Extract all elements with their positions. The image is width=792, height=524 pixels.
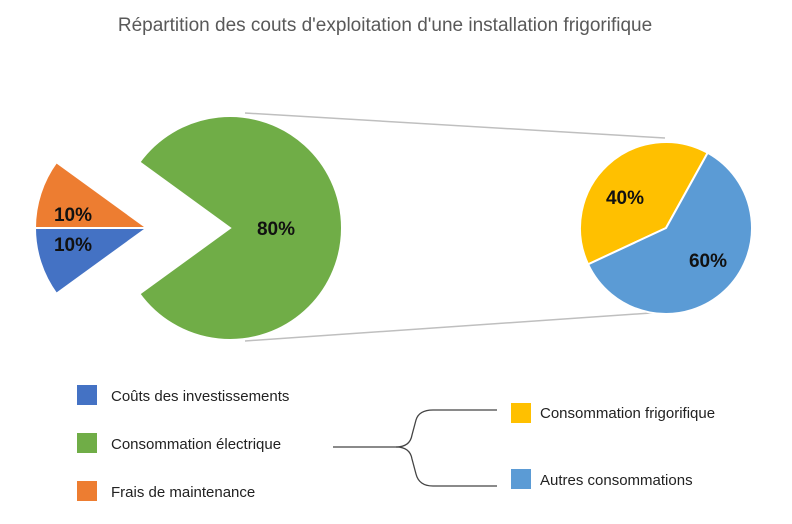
legend-label-consommation-electrique: Consommation électrique (111, 436, 281, 453)
bracket-lower-arm (395, 446, 497, 487)
slice-label-consommation-frigorifique: 40% (606, 188, 644, 209)
legend-secondary: Consommation frigorifique Autres consomm… (511, 403, 715, 489)
slice-label-frais-maintenance: 10% (54, 205, 92, 226)
legend-swatch-consommation-electrique (77, 433, 97, 453)
secondary-pie: 40% 60% (579, 141, 753, 315)
legend-main: Coûts des investissements Consommation é… (77, 385, 289, 501)
slice-label-autres-consommations: 60% (689, 251, 727, 272)
bracket-upper-arm (395, 409, 497, 448)
legend-label-consommation-frigorifique: Consommation frigorifique (540, 405, 715, 422)
pie-slice-autres-consommations (586, 151, 753, 315)
pie-slice-consommation-electrique (137, 115, 344, 341)
connector-line-top (244, 112, 666, 139)
pie-slice-frais-maintenance (33, 160, 151, 229)
legend-swatch-consommation-frigorifique (511, 403, 531, 423)
chart-title: Répartition des couts d'exploitation d'u… (118, 15, 652, 36)
legend-swatch-frais-maintenance (77, 481, 97, 501)
connector-line-bottom (244, 311, 666, 342)
slice-label-couts-investissements: 10% (54, 235, 92, 256)
slice-label-consommation-electrique: 80% (257, 219, 295, 240)
pie-slice-consommation-frigorifique (579, 141, 710, 266)
legend-label-couts-investissements: Coûts des investissements (111, 388, 289, 405)
legend-swatch-couts-investissements (77, 385, 97, 405)
main-pie: 10% 10% 80% (33, 115, 344, 341)
legend-bracket (333, 409, 497, 487)
legend-label-autres-consommations: Autres consommations (540, 472, 693, 489)
legend-label-frais-maintenance: Frais de maintenance (111, 484, 255, 501)
legend-swatch-autres-consommations (511, 469, 531, 489)
